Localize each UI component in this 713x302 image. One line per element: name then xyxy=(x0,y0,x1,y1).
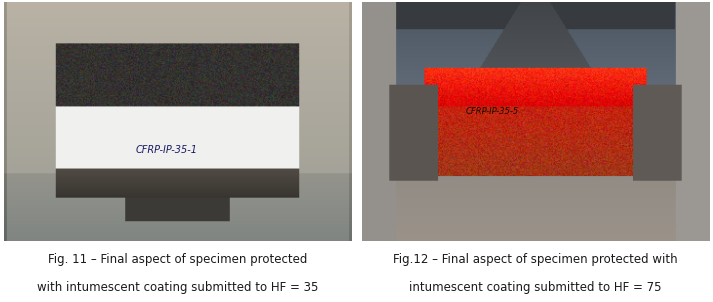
Text: Fig.12 – Final aspect of specimen protected with: Fig.12 – Final aspect of specimen protec… xyxy=(394,253,678,266)
Text: CFRP-IP-35-1: CFRP-IP-35-1 xyxy=(135,145,198,155)
Text: intumescent coating submitted to HF = 75: intumescent coating submitted to HF = 75 xyxy=(409,281,662,294)
Text: Fig. 11 – Final aspect of specimen protected: Fig. 11 – Final aspect of specimen prote… xyxy=(48,253,307,266)
Text: with intumescent coating submitted to HF = 35: with intumescent coating submitted to HF… xyxy=(37,281,318,294)
Text: CFRP-IP-35-5: CFRP-IP-35-5 xyxy=(466,107,519,116)
